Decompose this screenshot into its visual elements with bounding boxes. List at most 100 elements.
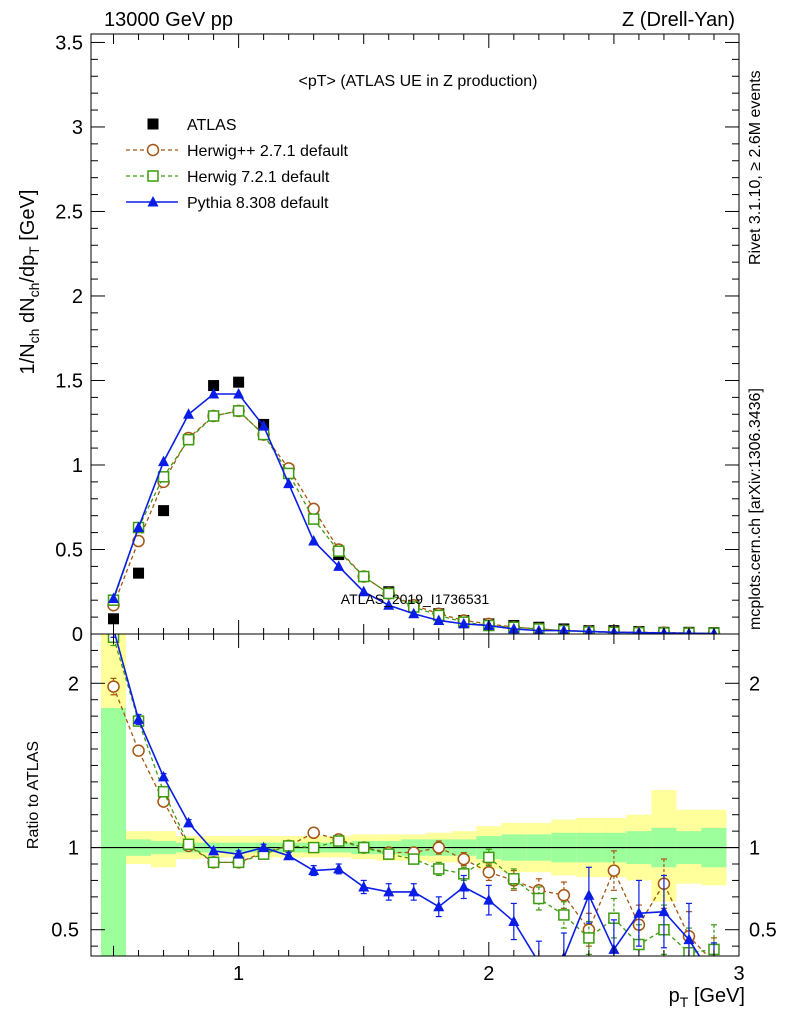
main-point-0-0 xyxy=(108,613,120,625)
main-point-2-10 xyxy=(357,570,370,583)
ratio-point-1-14 xyxy=(457,852,471,866)
main-point-2-11 xyxy=(382,587,395,600)
ratio-uncertainty-bands xyxy=(101,634,727,956)
ratio-point-2-5 xyxy=(232,856,245,869)
ratio-point-3-2 xyxy=(158,770,170,782)
legend: ATLAS Herwig++ 2.7.1 default Herwig 7.2.1 … xyxy=(126,117,349,212)
ratio-point-2-15 xyxy=(483,851,495,864)
main-point-2-2 xyxy=(157,471,170,483)
ratio-series-line-3 xyxy=(114,634,701,956)
ratio-point-3-15 xyxy=(483,894,495,905)
main-point-3-1 xyxy=(133,521,145,533)
main-ytick-label-0: 0 xyxy=(72,624,83,646)
ratio-point-1-13 xyxy=(432,841,446,854)
main-point-3-7 xyxy=(283,477,295,489)
ratio-plot-area xyxy=(91,634,739,984)
ratio-ytick-label-left-1: 1 xyxy=(68,838,79,860)
ratio-point-1-24 xyxy=(708,957,719,968)
plot-title: <pT> (ATLAS UE in Z production) xyxy=(299,73,538,90)
main-point-3-9 xyxy=(333,560,345,571)
ratio-point-1-18 xyxy=(557,888,571,902)
main-ytick-label-1.5: 1.5 xyxy=(55,370,83,392)
ratio-ytick-label-right-0.5: 0.5 xyxy=(749,920,777,942)
ratio-point-3-4 xyxy=(208,844,220,856)
ratio-point-3-14 xyxy=(458,881,470,892)
ratio-point-2-16 xyxy=(508,873,520,885)
source-label: mcplots.cern.ch [arXiv:1306.3436] xyxy=(747,388,764,630)
ratio-point-2-2 xyxy=(157,785,170,798)
main-ytick-label-1: 1 xyxy=(72,455,83,477)
ratio-point-3-10 xyxy=(358,881,370,892)
legend-label-3: Pythia 8.308 default xyxy=(187,195,329,212)
main-point-0-5 xyxy=(233,376,245,388)
ratio-point-2-3 xyxy=(182,838,195,851)
ratio-point-3-13 xyxy=(433,900,445,912)
ratio-point-3-9 xyxy=(333,862,345,874)
ratio-point-1-8 xyxy=(307,826,320,840)
main-ytick-label-2.5: 2.5 xyxy=(55,201,83,223)
ratio-point-3-6 xyxy=(258,841,270,853)
main-point-3-10 xyxy=(358,585,370,597)
main-point-3-0 xyxy=(108,592,120,604)
ratio-point-3-8 xyxy=(308,864,320,876)
legend-marker-1 xyxy=(146,143,160,157)
ratio-frame xyxy=(90,633,740,957)
ratio-ytick-label-right-2: 2 xyxy=(749,673,760,695)
ratio-point-2-18 xyxy=(558,909,570,921)
main-point-3-13 xyxy=(433,614,445,625)
ratio-point-2-19 xyxy=(583,932,595,944)
ratio-point-3-23 xyxy=(683,933,695,945)
ratio-point-3-5 xyxy=(233,848,245,859)
ratio-point-3-16 xyxy=(508,915,520,926)
main-point-2-5 xyxy=(232,405,245,417)
main-point-2-3 xyxy=(182,433,195,446)
ratio-point-2-4 xyxy=(207,856,220,869)
ratio-point-2-12 xyxy=(407,853,420,865)
ratio-point-2-11 xyxy=(382,848,395,860)
main-point-2-9 xyxy=(332,545,345,557)
legend-label-1: Herwig++ 2.7.1 default xyxy=(187,143,349,160)
ratio-point-1-0 xyxy=(107,680,120,693)
legend-label-0: ATLAS xyxy=(187,117,237,134)
band-stat-0 xyxy=(101,707,127,956)
ratio-point-2-7 xyxy=(282,840,295,852)
legend-marker-2 xyxy=(147,170,159,182)
ratio-y-axis-label: Ratio to ATLAS xyxy=(25,741,42,849)
svg-text:1/Nch dNch/dpT [GeV]: 1/Nch dNch/dpT [GeV] xyxy=(17,190,42,375)
header-right: Z (Drell-Yan) xyxy=(622,9,735,31)
ratio-point-2-9 xyxy=(332,835,345,847)
main-panel: 0 0.5 1 1.5 2 2.5 3 3.5 <pT> (ATLAS UE in Z pro… xyxy=(17,32,740,646)
main-y-axis-label: 1/Nch dNch/dpT [GeV] xyxy=(17,190,42,375)
main-point-3-12 xyxy=(408,607,420,619)
ratio-ytick-label-right-1: 1 xyxy=(749,838,760,860)
ratio-axis-ticks: 0.5 0.5 1 1 2 2 1 2 3 xyxy=(51,634,777,985)
ratio-point-3-17 xyxy=(533,957,544,968)
main-point-3-3 xyxy=(183,408,195,419)
main-ytick-label-3.5: 3.5 xyxy=(55,32,83,54)
ratio-xtick-label-2: 2 xyxy=(483,963,494,985)
main-point-3-2 xyxy=(158,455,170,467)
ratio-point-3-24 xyxy=(708,973,719,984)
ratio-ytick-label-left-0.5: 0.5 xyxy=(51,920,79,942)
header-left: 13000 GeV pp xyxy=(104,9,233,31)
ratio-point-1-20 xyxy=(607,864,621,877)
main-ytick-label-3: 3 xyxy=(72,117,83,139)
main-point-3-14 xyxy=(458,617,470,629)
ratio-point-3-1 xyxy=(133,713,145,724)
main-point-0-2 xyxy=(158,505,170,517)
main-point-3-6 xyxy=(258,420,270,431)
legend-label-2: Herwig 7.2.1 default xyxy=(187,169,330,186)
rivet-version-label: Rivet 3.1.10, ≥ 2.6M events xyxy=(747,70,764,265)
legend-marker-3 xyxy=(147,196,159,207)
ratio-point-3-7 xyxy=(283,849,295,861)
ratio-point-3-3 xyxy=(183,816,195,828)
ratio-point-3-19 xyxy=(583,889,595,900)
watermark: ATLAS_2019_I1736531 xyxy=(341,591,490,607)
ratio-point-2-13 xyxy=(433,863,445,875)
ratio-point-1-1 xyxy=(132,744,145,757)
main-ytick-label-2: 2 xyxy=(72,286,83,308)
ratio-point-3-21 xyxy=(633,907,645,918)
main-axis-ticks: 0 0.5 1 1.5 2 2.5 3 3.5 xyxy=(55,32,739,646)
main-point-2-8 xyxy=(307,513,320,525)
